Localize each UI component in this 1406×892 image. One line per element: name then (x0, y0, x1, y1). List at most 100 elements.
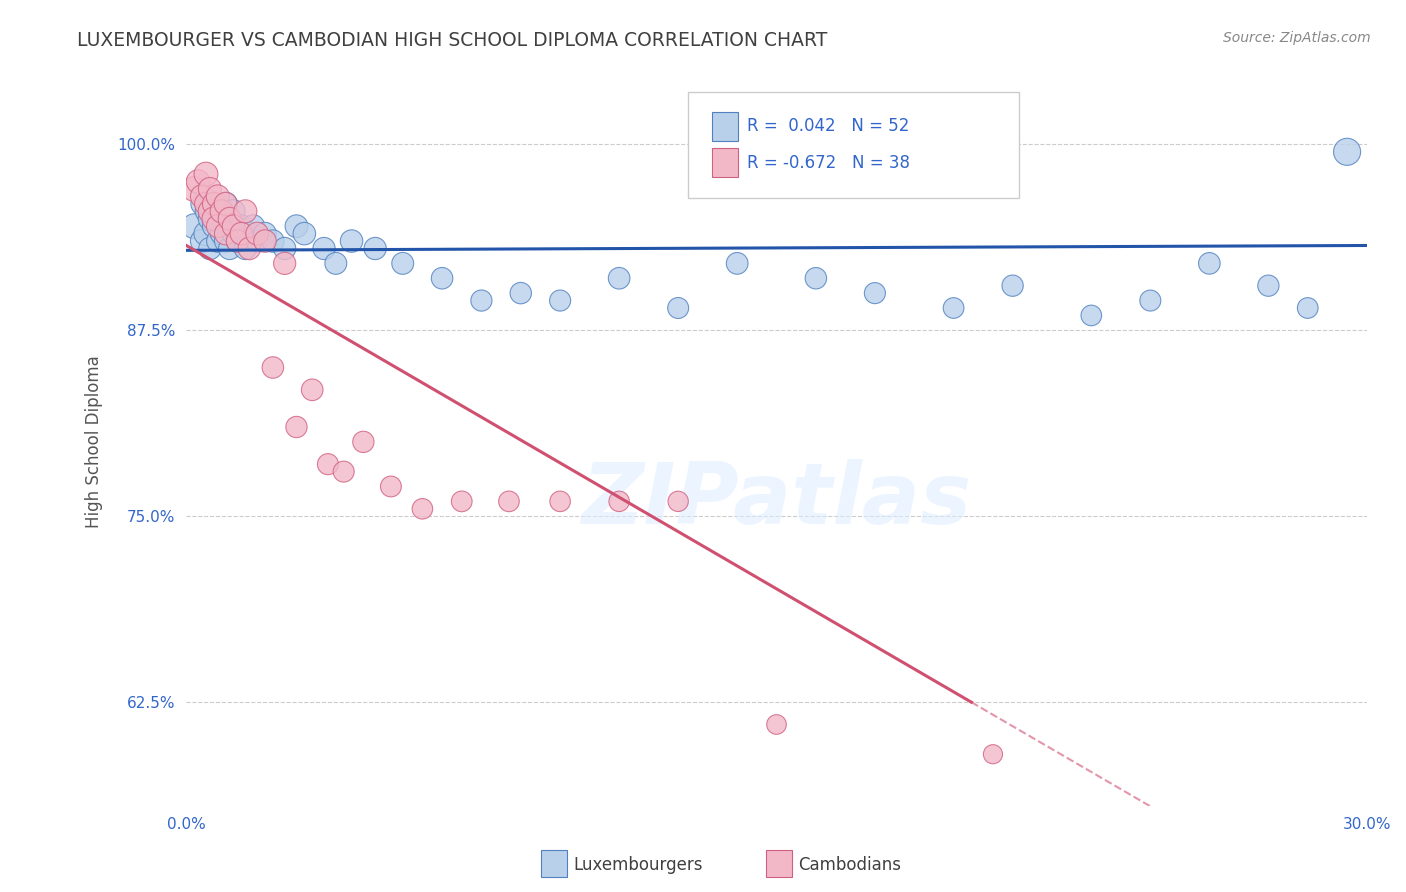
Point (207, 234, 229, 248)
Point (214, 227, 236, 241)
Point (198, 211, 221, 226)
Point (312, 242, 335, 256)
Point (246, 227, 269, 241)
Text: Luxembourgers: Luxembourgers (574, 856, 703, 874)
Point (218, 242, 240, 256)
Point (273, 242, 295, 256)
Point (211, 211, 233, 226)
FancyBboxPatch shape (688, 92, 1018, 198)
Point (222, 227, 245, 241)
Point (725, 256, 748, 270)
Point (607, 494, 630, 508)
Point (863, 286, 886, 301)
Point (273, 256, 295, 270)
Point (285, 420, 308, 434)
Text: Cambodians: Cambodians (799, 856, 901, 874)
Point (233, 242, 256, 256)
Point (194, 227, 217, 241)
Point (548, 293, 571, 308)
Point (332, 465, 354, 479)
Point (380, 479, 402, 493)
Point (262, 234, 284, 248)
Point (214, 197, 236, 211)
Point (450, 494, 472, 508)
Point (214, 197, 236, 211)
Point (1336, 145, 1358, 159)
Point (202, 219, 225, 234)
Point (292, 227, 315, 241)
Text: R = -0.672   N = 38: R = -0.672 N = 38 (747, 153, 910, 172)
Point (301, 383, 323, 397)
Point (804, 271, 827, 285)
Point (391, 256, 413, 270)
Point (211, 204, 233, 219)
Point (222, 204, 245, 219)
Point (191, 234, 214, 248)
Point (364, 242, 387, 256)
Point (226, 234, 249, 248)
Point (238, 227, 260, 241)
Point (218, 219, 240, 234)
FancyBboxPatch shape (711, 148, 738, 178)
Point (1257, 278, 1279, 293)
Point (666, 494, 689, 508)
Point (202, 197, 225, 211)
Text: R =  0.042   N = 52: R = 0.042 N = 52 (747, 117, 910, 136)
Point (470, 293, 492, 308)
Point (202, 197, 225, 211)
Point (666, 301, 689, 315)
Point (198, 204, 221, 219)
Point (325, 256, 347, 270)
Point (202, 211, 225, 226)
Point (607, 271, 630, 285)
Point (194, 167, 217, 181)
Point (207, 204, 229, 219)
Point (226, 234, 249, 248)
Y-axis label: High School Diploma: High School Diploma (86, 356, 103, 528)
Point (1139, 293, 1161, 308)
Point (194, 197, 217, 211)
Point (765, 717, 787, 731)
Point (1001, 278, 1024, 293)
Point (238, 242, 260, 256)
Point (222, 219, 245, 234)
Point (231, 219, 253, 234)
Point (191, 189, 214, 203)
Point (1296, 301, 1319, 315)
Point (207, 189, 229, 203)
Point (509, 286, 531, 301)
Point (183, 219, 205, 234)
Point (233, 204, 256, 219)
Point (218, 211, 240, 226)
Point (316, 457, 339, 471)
Text: Source: ZipAtlas.com: Source: ZipAtlas.com (1223, 31, 1371, 45)
Point (231, 227, 253, 241)
Point (253, 234, 276, 248)
Text: ZIPatlas: ZIPatlas (582, 458, 972, 541)
Point (194, 204, 217, 219)
Point (211, 227, 233, 241)
Point (198, 242, 221, 256)
Point (430, 271, 453, 285)
Point (340, 234, 363, 248)
Point (411, 501, 433, 516)
Point (242, 219, 264, 234)
Point (246, 234, 269, 248)
Point (262, 360, 284, 375)
Text: LUXEMBOURGER VS CAMBODIAN HIGH SCHOOL DIPLOMA CORRELATION CHART: LUXEMBOURGER VS CAMBODIAN HIGH SCHOOL DI… (77, 31, 828, 50)
Point (198, 182, 221, 196)
Point (981, 747, 1004, 762)
Point (548, 494, 571, 508)
Point (352, 434, 374, 449)
Point (214, 234, 236, 248)
Point (1198, 256, 1220, 270)
Point (191, 197, 214, 211)
Point (285, 219, 308, 234)
Point (207, 219, 229, 234)
FancyBboxPatch shape (711, 112, 738, 141)
Point (183, 182, 205, 196)
Point (942, 301, 965, 315)
Point (187, 175, 209, 189)
Point (1080, 309, 1102, 323)
Point (253, 227, 276, 241)
